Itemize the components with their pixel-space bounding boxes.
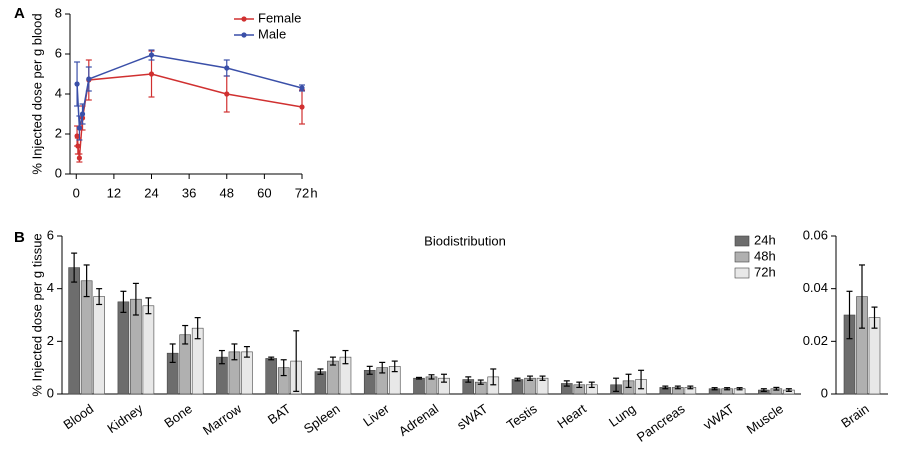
chart-title: Biodistribution	[424, 233, 506, 248]
legend-marker	[241, 32, 247, 38]
x-tick-label: Liver	[360, 401, 392, 430]
legend-swatch	[734, 267, 750, 279]
x-axis-label: h	[310, 185, 317, 200]
x-tick-label: 12	[107, 185, 121, 200]
x-tick-label: Kidney	[104, 401, 146, 436]
x-tick-label: 24	[144, 185, 158, 200]
x-tick-label: Heart	[554, 401, 589, 432]
bar	[868, 317, 881, 395]
x-tick-label: Muscle	[744, 401, 786, 437]
x-tick-label: Bone	[161, 401, 194, 431]
bar	[413, 377, 425, 395]
point	[299, 85, 305, 91]
x-tick-label: vWAT	[700, 401, 736, 433]
legend-swatch	[734, 251, 750, 263]
x-tick-label: 36	[182, 185, 196, 200]
bar	[117, 301, 130, 395]
bar	[265, 358, 278, 395]
bar	[80, 280, 93, 395]
x-tick-label: Lung	[606, 401, 638, 430]
bar	[93, 296, 105, 395]
bar	[68, 267, 80, 395]
y-tick-label: 4	[47, 280, 54, 295]
x-tick-label: Blood	[60, 401, 96, 432]
bar	[511, 379, 524, 395]
x-tick-label: Testis	[504, 401, 540, 433]
x-tick-label: Marrow	[200, 401, 245, 438]
point	[224, 91, 230, 97]
y-tick-label: 0.04	[803, 280, 828, 295]
point	[75, 143, 81, 149]
bar	[327, 360, 339, 395]
x-tick-label: 0	[73, 185, 80, 200]
x-tick-label: Adrenal	[396, 401, 441, 439]
bar	[241, 351, 253, 395]
series-line	[76, 73, 303, 159]
x-tick-label: 72	[295, 185, 309, 200]
y-tick-label: 8	[55, 5, 62, 20]
legend-swatch	[734, 235, 750, 247]
point	[74, 81, 80, 87]
y-tick-label: 6	[55, 45, 62, 60]
point	[86, 76, 92, 82]
x-tick-label: 60	[257, 185, 271, 200]
point	[224, 65, 230, 71]
legend-label: 48h	[754, 248, 776, 263]
legend-label: 24h	[754, 232, 776, 247]
y-tick-label: 0.02	[803, 333, 828, 348]
x-tick-label: Brain	[838, 401, 871, 431]
y-tick-label: 0.06	[803, 227, 828, 242]
point	[76, 125, 83, 131]
y-tick-label: 0	[821, 385, 828, 400]
x-tick-label: sWAT	[454, 401, 490, 433]
point	[79, 111, 86, 117]
panel-label: A	[14, 5, 25, 22]
legend-label: Female	[258, 10, 301, 25]
bar	[314, 371, 327, 395]
y-tick-label: 6	[47, 227, 54, 242]
y-tick-label: 4	[55, 85, 62, 100]
x-tick-label: Pancreas	[634, 401, 688, 445]
y-tick-label: 2	[47, 333, 54, 348]
y-tick-label: 2	[55, 125, 62, 140]
series-line	[76, 54, 303, 129]
panel-label: B	[14, 229, 25, 246]
point	[148, 71, 155, 77]
bar	[142, 305, 155, 395]
x-tick-label: Spleen	[301, 401, 343, 437]
y-tick-label: 0	[55, 165, 62, 180]
point	[148, 52, 155, 58]
point	[74, 133, 80, 139]
y-axis-label: % Injected dose per g blood	[29, 13, 44, 174]
legend-marker	[241, 16, 247, 22]
point	[76, 155, 83, 161]
point	[299, 104, 305, 110]
legend-label: 72h	[754, 264, 776, 279]
y-tick-label: 0	[47, 385, 54, 400]
x-tick-label: 48	[220, 185, 234, 200]
legend-label: Male	[258, 26, 286, 41]
y-axis-label: % Injected dose per g tissue	[29, 233, 44, 396]
x-tick-label: BAT	[265, 401, 294, 427]
